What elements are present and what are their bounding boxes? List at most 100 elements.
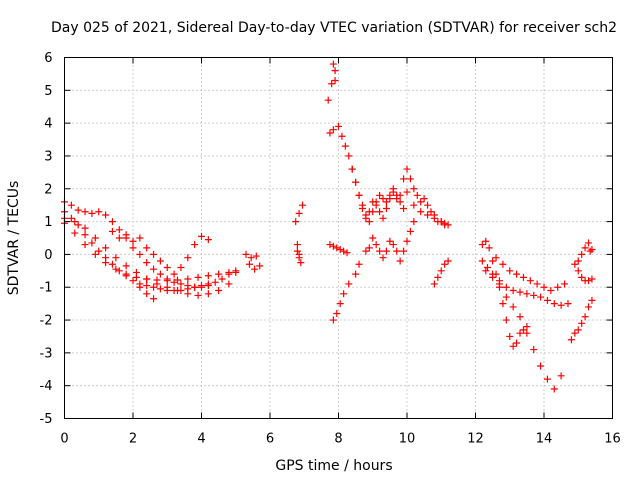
data-point — [184, 254, 192, 262]
data-point — [343, 249, 351, 257]
data-point — [143, 244, 151, 252]
data-point — [400, 175, 408, 183]
data-point — [526, 277, 534, 285]
data-points — [61, 60, 596, 393]
data-point — [71, 229, 79, 237]
data-point — [578, 250, 586, 258]
data-point — [211, 278, 219, 286]
data-point — [478, 241, 486, 249]
data-point — [215, 287, 223, 295]
y-tick-label: 3 — [44, 149, 52, 164]
data-point — [406, 175, 414, 183]
series-arc-o — [362, 218, 418, 265]
data-point — [150, 265, 158, 273]
data-point — [184, 290, 192, 298]
data-point — [191, 241, 199, 249]
data-point — [177, 264, 185, 272]
y-tick-label: -2 — [40, 314, 53, 329]
data-point — [543, 296, 551, 304]
data-point — [362, 247, 370, 255]
data-point — [420, 195, 428, 203]
data-point — [506, 332, 514, 340]
data-point — [71, 218, 79, 226]
data-point — [585, 303, 593, 311]
data-point — [519, 326, 527, 334]
data-point — [74, 221, 82, 229]
data-point — [136, 283, 144, 291]
x-tick-label: 16 — [604, 432, 621, 447]
data-point — [578, 319, 586, 327]
y-tick-label: 0 — [44, 248, 52, 263]
data-point — [502, 283, 510, 291]
data-point — [88, 209, 96, 217]
data-point — [403, 237, 411, 245]
series-arc-m — [326, 241, 351, 257]
series-arc-f — [136, 283, 158, 303]
y-tick-label: -4 — [40, 379, 53, 394]
data-point — [571, 329, 579, 337]
data-point — [586, 247, 594, 255]
data-point — [215, 270, 223, 278]
data-point — [365, 218, 373, 226]
data-point — [153, 276, 161, 284]
data-point — [578, 273, 586, 281]
data-point — [509, 342, 517, 350]
data-point — [81, 208, 89, 216]
data-point — [427, 208, 435, 216]
data-point — [393, 191, 401, 199]
y-tick-label: -3 — [40, 346, 53, 361]
data-point — [513, 270, 521, 278]
data-point — [365, 208, 373, 216]
data-point — [335, 122, 342, 130]
data-point — [400, 204, 408, 212]
data-point — [150, 250, 158, 258]
series-arc-p — [410, 201, 449, 229]
data-point — [585, 239, 593, 247]
data-point — [122, 262, 130, 270]
data-point — [163, 264, 171, 272]
data-point — [382, 204, 390, 212]
data-point — [174, 287, 182, 295]
y-axis-label: SDTVAR / TECUs — [6, 181, 22, 296]
data-point — [482, 267, 490, 275]
data-point — [108, 227, 116, 235]
y-tick-labels: -5 -4 -3 -2 -1 0 1 2 3 4 5 6 — [40, 51, 53, 427]
x-tick-label: 8 — [334, 432, 342, 447]
data-point — [129, 277, 137, 285]
data-point — [122, 231, 130, 239]
data-point — [430, 280, 438, 288]
y-tick-label: -1 — [40, 281, 53, 296]
x-tick-label: 12 — [467, 432, 484, 447]
data-point — [198, 282, 205, 290]
data-point — [345, 152, 353, 160]
data-point — [81, 241, 89, 249]
data-point — [372, 241, 380, 249]
data-point — [489, 273, 497, 281]
data-point — [324, 96, 332, 104]
series-arc-i — [293, 241, 305, 267]
x-tick-label: 4 — [197, 432, 205, 447]
data-point — [437, 218, 445, 226]
data-point — [326, 241, 334, 249]
data-point — [393, 247, 401, 255]
data-point — [382, 247, 390, 255]
data-point — [156, 270, 164, 278]
plot-frame — [64, 57, 613, 419]
data-point — [194, 273, 202, 281]
data-point — [177, 280, 185, 288]
data-point — [516, 313, 524, 321]
data-point — [345, 280, 353, 288]
data-point — [295, 254, 303, 262]
data-point — [292, 218, 300, 226]
data-point — [247, 254, 255, 262]
x-tick-label: 2 — [129, 432, 137, 447]
series-arc-r — [478, 237, 531, 350]
x-tick-label: 0 — [60, 432, 68, 447]
data-point — [396, 198, 404, 206]
data-point — [204, 236, 212, 244]
data-point — [382, 198, 390, 206]
x-tick-label: 6 — [266, 432, 274, 447]
data-point — [91, 234, 99, 242]
data-point — [184, 275, 192, 283]
